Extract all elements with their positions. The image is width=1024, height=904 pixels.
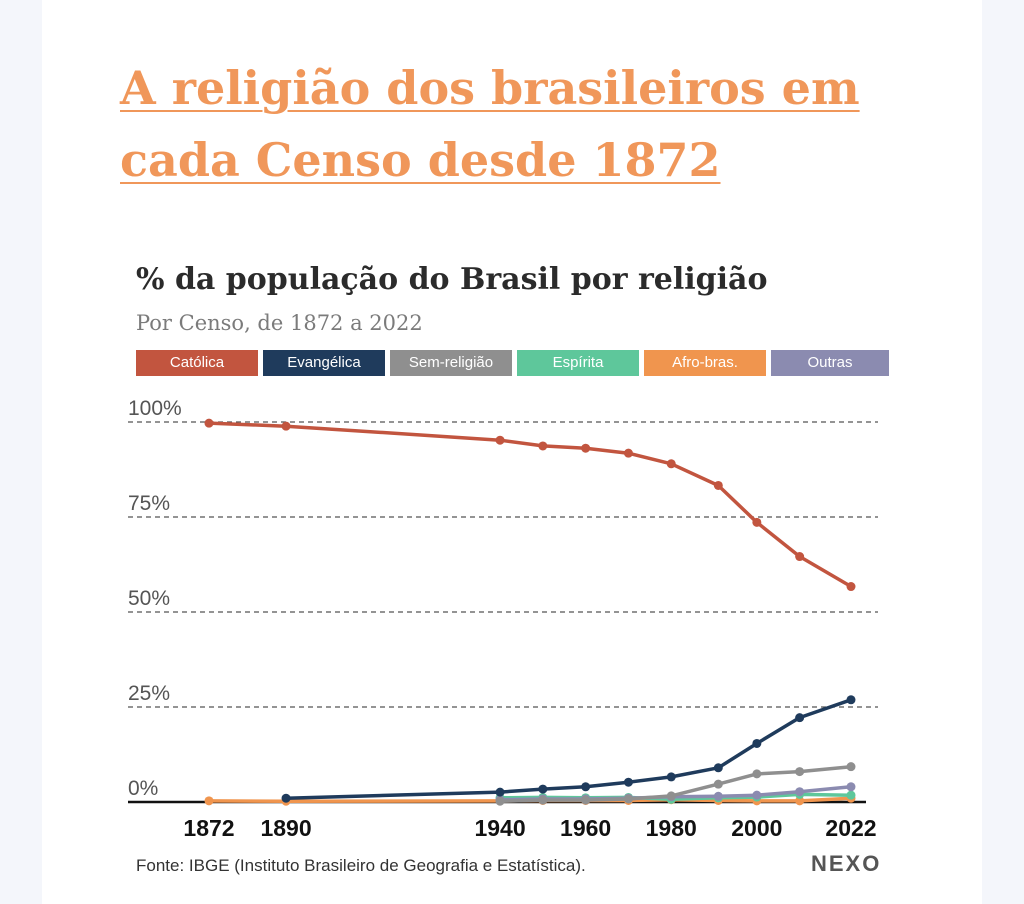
data-point-evangelica — [713, 763, 723, 773]
data-point-sem_religiao — [538, 795, 548, 805]
source-note: Fonte: IBGE (Instituto Brasileiro de Geo… — [136, 856, 586, 875]
x-tick-label: 1872 — [183, 815, 234, 841]
data-point-catolica — [204, 418, 214, 428]
nexo-logo: NEXO — [811, 851, 882, 876]
x-tick-label: 1960 — [560, 815, 611, 841]
data-point-sem_religiao — [795, 767, 805, 777]
data-point-evangelica — [795, 713, 805, 723]
data-point-evangelica — [495, 787, 505, 797]
data-point-outras — [752, 790, 762, 800]
data-point-sem_religiao — [623, 794, 633, 804]
data-point-sem_religiao — [752, 769, 762, 779]
legend-item-espirita: Espírita — [517, 350, 639, 376]
data-point-catolica — [495, 435, 505, 445]
data-point-evangelica — [846, 695, 856, 705]
y-tick-label: 25% — [128, 682, 170, 705]
y-tick-label: 50% — [128, 587, 170, 610]
data-point-afro_bras — [204, 796, 214, 806]
data-point-catolica — [581, 443, 591, 453]
series-line-catolica — [208, 421, 852, 589]
data-point-evangelica — [581, 782, 591, 792]
y-tick-label: 0% — [128, 777, 158, 800]
data-point-catolica — [281, 421, 291, 431]
data-point-catolica — [538, 441, 548, 451]
x-tick-label: 1980 — [646, 815, 697, 841]
data-point-catolica — [713, 480, 723, 490]
data-point-catolica — [666, 459, 676, 469]
article-headline-link[interactable]: A religião dos brasileiros em cada Censo… — [120, 61, 860, 187]
data-point-sem_religiao — [666, 791, 676, 801]
data-point-evangelica — [752, 738, 762, 748]
data-point-sem_religiao — [581, 795, 591, 805]
data-point-sem_religiao — [495, 796, 505, 806]
data-point-evangelica — [281, 793, 291, 803]
legend-item-sem-religiao: Sem-religião — [390, 350, 512, 376]
chart-title: % da população do Brasil por religião — [136, 262, 768, 297]
data-point-outras — [795, 787, 805, 797]
data-point-outras — [846, 782, 856, 792]
chart-subtitle: Por Censo, de 1872 a 2022 — [136, 311, 423, 335]
legend-item-outras: Outras — [771, 350, 889, 376]
y-tick-label: 100% — [128, 397, 182, 420]
data-point-catolica — [623, 448, 633, 458]
data-point-outras — [713, 791, 723, 801]
article-card — [42, 0, 982, 904]
x-tick-label: 2000 — [731, 815, 782, 841]
series-line-evangelica — [285, 698, 852, 800]
legend-item-evangelica: Evangélica — [263, 350, 385, 376]
x-tick-label: 1940 — [474, 815, 525, 841]
x-tick-label: 2022 — [825, 815, 876, 841]
data-point-evangelica — [666, 772, 676, 782]
data-point-catolica — [846, 582, 856, 592]
data-point-catolica — [795, 552, 805, 562]
data-point-espirita — [846, 790, 856, 800]
data-point-afro_bras — [795, 796, 805, 806]
legend-item-afro-bras: Afro-bras. — [644, 350, 766, 376]
data-point-catolica — [752, 517, 762, 527]
legend-item-catolica: Católica — [136, 350, 258, 376]
y-tick-label: 75% — [128, 492, 170, 515]
data-point-sem_religiao — [846, 762, 856, 772]
data-point-evangelica — [623, 777, 633, 787]
data-point-sem_religiao — [713, 779, 723, 789]
data-point-evangelica — [538, 784, 548, 794]
x-tick-label: 1890 — [260, 815, 311, 841]
